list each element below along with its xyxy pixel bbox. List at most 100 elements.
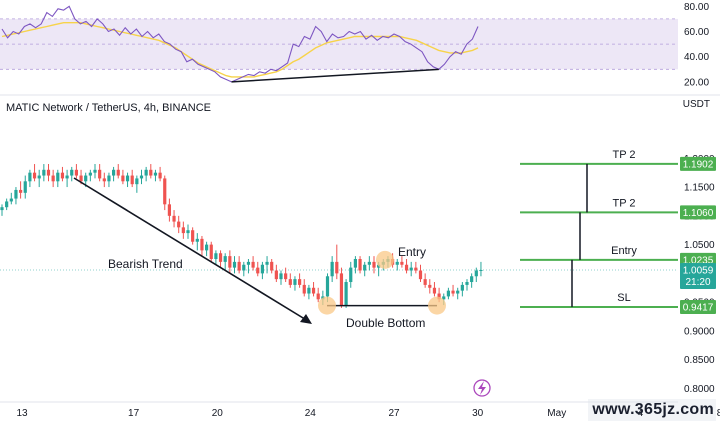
candle-body [302, 284, 306, 294]
trend-arrowhead [300, 314, 312, 324]
rsi-line [1, 5, 479, 83]
lightning-icon[interactable] [473, 379, 491, 397]
candle [46, 164, 51, 182]
price-tag-bg [680, 205, 716, 220]
rsi-axis: 80.00 60.00 40.00 20.00 [684, 2, 709, 89]
candle [181, 221, 185, 239]
trade-levels[interactable]: TP 2 TP 2 Entry SL [520, 149, 678, 308]
candle [51, 169, 55, 188]
rsi-tick-label: 40.00 [684, 52, 709, 63]
candle-body [65, 175, 69, 179]
time-axis-label: May [547, 408, 566, 419]
candle [107, 172, 111, 188]
candle-body [144, 169, 148, 176]
candle-body [153, 172, 158, 176]
candle [293, 276, 297, 291]
candle [228, 250, 232, 274]
rsi-tick-label: 80.00 [684, 2, 709, 13]
candle-body [358, 259, 362, 271]
candle-body [51, 175, 55, 182]
candle-body [112, 169, 116, 176]
candle-body [46, 169, 51, 176]
candle-body [107, 175, 111, 182]
candle [404, 259, 409, 274]
candle [116, 164, 120, 179]
candle-body [135, 178, 139, 185]
price-pane[interactable]: 1.20001.15001.10001.05001.00000.95000.90… [0, 149, 716, 395]
candle [191, 227, 195, 245]
candle-body [479, 269, 483, 271]
candle-body [274, 270, 278, 280]
time-axis-label: 27 [388, 408, 400, 419]
currency-label[interactable]: USDT [682, 99, 710, 110]
candle-body [186, 230, 190, 234]
candle [214, 250, 218, 265]
candle-body [205, 244, 209, 251]
watermark-text: www.365jz.com [592, 401, 714, 418]
candle-body [465, 282, 469, 285]
candle [302, 279, 306, 297]
candle [474, 267, 478, 283]
candle-body [423, 279, 427, 285]
candle [446, 287, 450, 300]
candle [260, 261, 264, 280]
candle [93, 164, 97, 179]
price-tick-label: 1.1500 [684, 183, 715, 194]
candle-body [325, 276, 330, 297]
candles [0, 164, 483, 308]
candle-body [316, 293, 320, 300]
candle [428, 279, 432, 294]
candle [288, 273, 292, 288]
candle-body [23, 181, 27, 193]
candle [284, 267, 288, 283]
candle-body [339, 273, 344, 306]
candle-body [409, 267, 413, 271]
candle [167, 198, 171, 222]
entry-marker [376, 250, 394, 269]
candle [28, 169, 32, 188]
time-axis-label: 24 [305, 408, 317, 419]
candle [344, 279, 348, 308]
price-tag-value: 1.0059 [683, 265, 714, 276]
candle-body [177, 221, 181, 228]
candle-body [93, 169, 97, 173]
candle-body [149, 169, 153, 176]
candle [195, 233, 199, 251]
candle [279, 270, 283, 285]
candle-body [260, 264, 264, 274]
bearish-trend-line [73, 177, 309, 322]
level-price-tag: 1.1902 [680, 156, 716, 171]
level-price-tag: 1.1060 [680, 205, 716, 220]
candle-body [163, 178, 167, 205]
candle [172, 210, 176, 228]
candle-body [172, 215, 176, 222]
candle-body [200, 238, 204, 251]
candle-body [414, 267, 418, 271]
candle [363, 261, 367, 277]
candle [5, 198, 9, 211]
candle-body [191, 230, 195, 242]
candle [311, 282, 316, 297]
time-axis-label: 17 [128, 408, 140, 419]
candle [149, 164, 153, 179]
candle-body [5, 201, 9, 208]
candle [130, 169, 134, 188]
double-bottom-label: Double Bottom [346, 316, 425, 330]
time-axis[interactable]: 131720242730May4811 [0, 401, 720, 419]
candle [37, 169, 41, 188]
candle [307, 284, 311, 300]
candle-body [139, 175, 144, 179]
price-tag-value: 1.1060 [683, 208, 714, 219]
rsi-pane[interactable]: 80.00 60.00 40.00 20.00 [0, 2, 709, 89]
candle-body [349, 267, 353, 283]
candle-body [28, 172, 32, 182]
candle [479, 261, 483, 277]
candle [470, 273, 474, 288]
candle-body [432, 287, 437, 294]
candle [125, 172, 130, 188]
candle-body [209, 244, 213, 259]
price-tick-label: 0.8000 [684, 384, 715, 395]
candle-body [474, 270, 478, 277]
drawings[interactable]: Bearish Trend Double Bottom Entry [73, 177, 446, 330]
